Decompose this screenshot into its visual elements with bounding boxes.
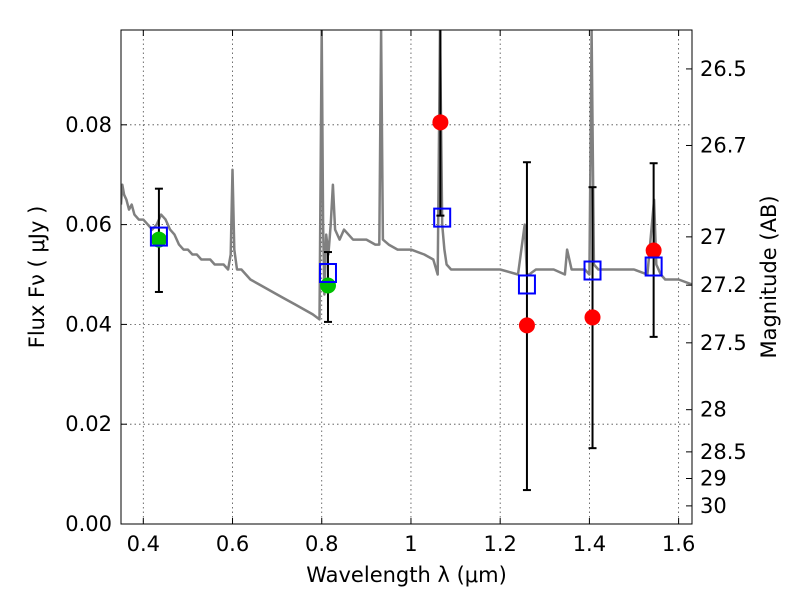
magnitude-tick-label: 26.5 — [700, 57, 747, 81]
magnitude-tick-label: 27 — [700, 225, 727, 249]
x-tick-label: 0.6 — [216, 532, 249, 556]
magnitude-tick-label: 29 — [700, 466, 727, 490]
magnitude-axis-label: Magnitude (AB) — [757, 195, 781, 358]
magnitude-tick-label: 26.7 — [700, 133, 747, 157]
magnitude-tick-label: 30 — [700, 494, 727, 518]
magnitude-tick-label: 27.5 — [700, 331, 747, 355]
model-band-square — [433, 207, 452, 228]
y-tick-label: 0.04 — [65, 312, 112, 336]
y-tick-label: 0.06 — [65, 213, 112, 237]
x-axis-label: Wavelength λ (μm) — [306, 563, 507, 587]
x-tick-label: 0.8 — [305, 532, 338, 556]
model-band-square — [318, 263, 337, 284]
model-spectrum-line — [121, 30, 692, 321]
model-band-square — [149, 226, 168, 247]
measurement-point — [645, 242, 662, 259]
plot-frame — [120, 29, 693, 525]
grid-lines — [121, 30, 692, 525]
magnitude-tick-label: 28.5 — [700, 440, 747, 464]
magnitude-tick-label: 27.2 — [700, 273, 747, 297]
y-tick-label: 0.00 — [65, 512, 112, 536]
measurement-point — [584, 309, 601, 326]
model-band-square — [583, 260, 602, 281]
measurement-point — [518, 317, 535, 334]
detection-point — [319, 277, 336, 294]
x-tick-label: 1 — [404, 532, 417, 556]
model-band-square — [517, 274, 536, 295]
x-tick-label: 1.4 — [573, 532, 606, 556]
y-axis-label: Flux Fν ( μJy ) — [25, 206, 49, 349]
detection-point — [150, 231, 167, 248]
data-points-layer — [149, 30, 663, 492]
x-tick-label: 1.6 — [662, 532, 695, 556]
x-tick-label: 1.2 — [483, 532, 516, 556]
x-tick-label: 0.4 — [127, 532, 160, 556]
y-tick-label: 0.08 — [65, 113, 112, 137]
y-tick-label: 0.02 — [65, 412, 112, 436]
model-spectrum-layer — [121, 30, 692, 321]
measurement-point — [432, 114, 449, 131]
axis-ticks: 0.4 0.6 0.8 1 1.2 1.4 1.6 0.00 0.02 0.04 0.06 0.08 2… — [65, 30, 747, 556]
magnitude-tick-label: 28 — [700, 398, 727, 422]
model-band-square — [644, 256, 663, 277]
